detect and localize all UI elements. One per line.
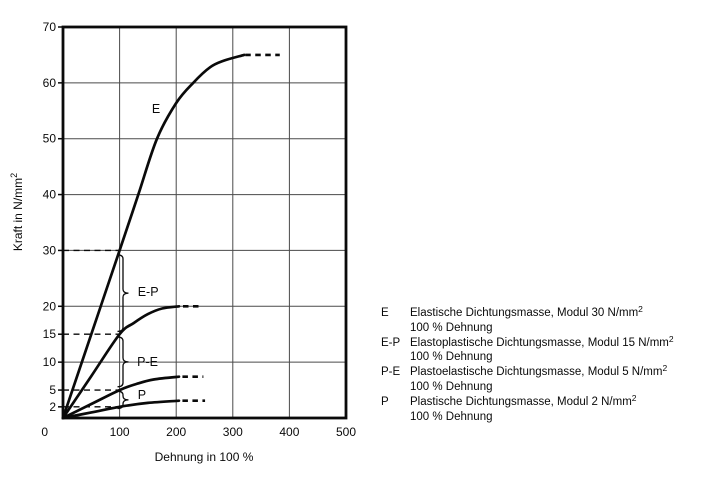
y-tick-label-40: 40 — [43, 188, 57, 202]
legend-line1: Elastoplastische Dichtungsmasse, Modul 1… — [410, 336, 669, 349]
x-tick-label-400: 400 — [279, 425, 299, 439]
y-tick-label-2: 2 — [49, 400, 56, 414]
brace-label-P: P — [138, 388, 146, 402]
legend-line1: Plastoelastische Dichtungsmasse, Modul 5… — [410, 366, 663, 379]
y-tick-label-60: 60 — [43, 76, 57, 90]
guide-dashes — [63, 249, 120, 408]
legend-item-E-P: E-P Elastoplastische Dichtungsmasse, Modu… — [381, 333, 711, 366]
curve-P-E — [61, 375, 181, 420]
axis-ticks — [58, 26, 63, 408]
legend-line2: 100 % Dehnung — [410, 410, 493, 423]
brace-label-P-E: P-E — [137, 355, 158, 369]
legend-superscript: 2 — [662, 363, 668, 374]
legend-superscript: 2 — [631, 392, 637, 403]
x-axis-title: Dehnung in 100 % — [155, 450, 254, 464]
brace-E-P — [117, 254, 129, 333]
legend-key: P-E — [381, 366, 401, 379]
y-tick-label-30: 30 — [43, 243, 57, 257]
curve-P — [61, 399, 181, 420]
curve-E-P — [61, 304, 181, 420]
x-tick-label-500: 500 — [336, 425, 356, 439]
legend-line2: 100 % Dehnung — [410, 321, 493, 334]
x-tick-label-100: 100 — [110, 425, 130, 439]
brace-label-E-P: E-P — [138, 285, 159, 299]
brace-P — [117, 390, 129, 410]
curves — [61, 53, 280, 420]
legend-text: Plastoelastische Dichtungsmasse, Modul 5… — [410, 363, 711, 395]
x-tick-label-300: 300 — [223, 425, 243, 439]
legend-line1: Plastische Dichtungsmasse, Modul 2 N/mm — [410, 395, 632, 408]
legend: E Elastische Dichtungsmasse, Modul 30 N/m… — [381, 304, 711, 425]
curve-labels: E E-P P-E P — [137, 102, 160, 402]
y-tick-label-20: 20 — [43, 299, 57, 313]
legend-line1: Elastische Dichtungsmasse, Modul 30 N/mm — [410, 307, 639, 319]
legend-text: Elastische Dichtungsmasse, Modul 30 N/mm… — [410, 304, 711, 336]
legend-key: P — [381, 395, 389, 408]
y-tick-label-70: 70 — [43, 20, 57, 34]
legend-key: E-P — [381, 336, 401, 349]
y-tick-label-50: 50 — [43, 132, 57, 146]
legend-line2: 100 % Dehnung — [410, 351, 493, 364]
legend-line2: 100 % Dehnung — [410, 380, 493, 393]
plot-border-group — [61, 25, 348, 420]
legend-item-P-E: P-E Plastoelastische Dichtungsmasse, Modu… — [381, 363, 711, 395]
legend-superscript: 2 — [638, 304, 643, 314]
legend-item-P: P Plastische Dichtungsmasse, Modul 2 N/mm… — [381, 392, 711, 425]
y-tick-label-10: 10 — [43, 355, 57, 369]
y-tick-label-15: 15 — [43, 327, 57, 341]
legend-key: E — [381, 307, 389, 319]
tick-labels: 2 5 10 15 20 30 40 50 60 70 100 200 300 400 500 0 — [41, 20, 356, 439]
legend-item-E: E Elastische Dichtungsmasse, Modul 30 N/m… — [381, 304, 711, 336]
legend-text: Plastische Dichtungsmasse, Modul 2 N/mm2… — [410, 392, 711, 425]
y-tick-label-5: 5 — [49, 383, 56, 397]
gridlines — [63, 27, 346, 418]
legend-superscript: 2 — [668, 333, 674, 344]
braces — [117, 254, 129, 410]
brace-P-E — [117, 336, 129, 388]
x-tick-label-200: 200 — [166, 425, 186, 439]
curve-label-E: E — [152, 102, 160, 116]
origin-label: 0 — [41, 425, 48, 439]
curve-E — [61, 53, 246, 420]
legend-text: Elastoplastische Dichtungsmasse, Modul 1… — [410, 333, 711, 366]
plot-border — [61, 25, 348, 420]
y-axis-title: Kraft in N/mm2 — [9, 173, 25, 251]
